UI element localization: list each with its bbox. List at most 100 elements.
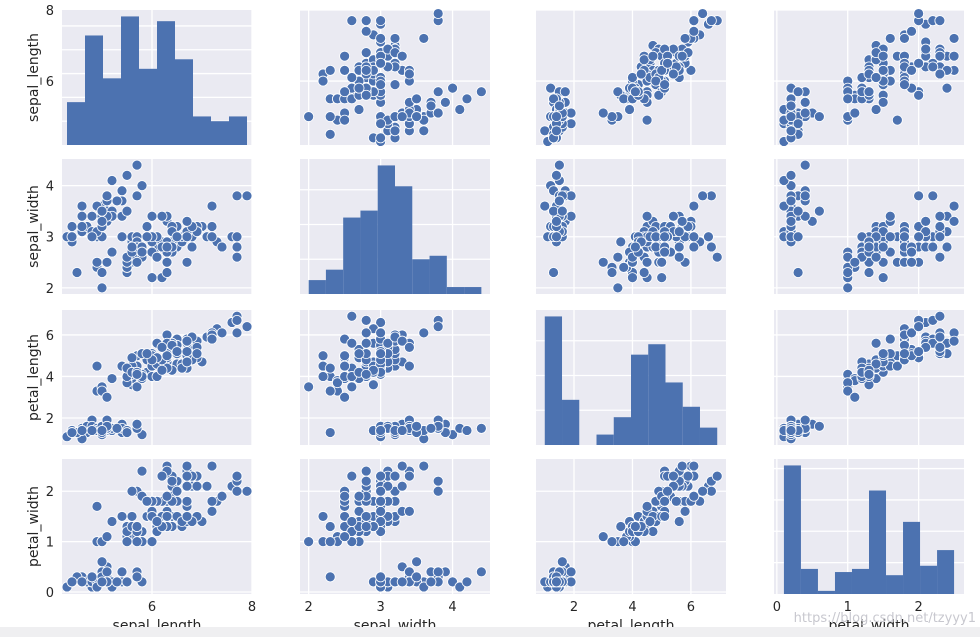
scatter-point bbox=[418, 327, 430, 339]
scatter-point bbox=[891, 360, 903, 372]
scatter-point bbox=[913, 321, 925, 333]
scatter-point bbox=[799, 96, 811, 108]
scatter-point bbox=[126, 511, 138, 522]
scatter-point bbox=[389, 79, 401, 91]
scatter-point bbox=[396, 111, 408, 122]
scatter-point bbox=[126, 241, 138, 253]
y-tick-label: 8 bbox=[46, 4, 54, 19]
y-tick-label: 6 bbox=[46, 329, 54, 344]
x-tick-label: 2 bbox=[304, 600, 312, 615]
scatter-point bbox=[870, 104, 882, 115]
scatter-point bbox=[899, 231, 910, 243]
scatter-point bbox=[161, 350, 173, 362]
scatter-point bbox=[849, 256, 861, 268]
scatter-point bbox=[870, 72, 882, 83]
scatter-point bbox=[131, 381, 143, 393]
scatter-point bbox=[785, 111, 797, 122]
histogram-bar bbox=[175, 59, 193, 145]
scatter-point bbox=[432, 86, 444, 98]
scatter-point bbox=[91, 500, 103, 512]
scatter-point bbox=[161, 256, 173, 268]
panel-petal_length-vs-petal_width bbox=[774, 310, 964, 445]
scatter-point bbox=[411, 111, 422, 122]
scatter-point bbox=[688, 460, 700, 472]
scatter-point bbox=[181, 511, 193, 522]
scatter-point bbox=[559, 86, 571, 98]
scatter-point bbox=[353, 104, 365, 115]
scatter-point bbox=[813, 111, 825, 122]
scatter-point bbox=[346, 470, 358, 482]
scatter-point bbox=[151, 516, 163, 527]
scatter-point bbox=[948, 215, 960, 227]
scatter-point bbox=[121, 169, 133, 181]
scatter-point bbox=[653, 89, 665, 101]
scatter-point bbox=[679, 33, 691, 44]
scatter-point bbox=[799, 107, 811, 119]
scatter-point bbox=[76, 221, 88, 232]
scatter-point bbox=[688, 231, 700, 243]
scatter-point bbox=[66, 221, 78, 232]
scatter-point bbox=[116, 511, 128, 522]
scatter-point bbox=[96, 425, 108, 436]
scatter-point bbox=[785, 215, 797, 227]
scatter-point bbox=[375, 79, 387, 91]
scatter-point bbox=[432, 485, 444, 497]
scatter-point bbox=[389, 470, 401, 482]
scatter-point bbox=[324, 571, 336, 583]
scatter-point bbox=[161, 490, 173, 502]
scatter-point bbox=[551, 111, 562, 122]
scatter-point bbox=[96, 215, 108, 227]
scatter-point bbox=[877, 272, 889, 284]
scatter-point bbox=[156, 341, 168, 353]
scatter-point bbox=[913, 57, 925, 69]
scatter-point bbox=[181, 470, 193, 482]
scatter-point bbox=[186, 241, 198, 253]
histogram-bar bbox=[920, 565, 938, 594]
scatter-point bbox=[206, 460, 218, 472]
scatter-point bbox=[934, 331, 946, 343]
scatter-point bbox=[656, 272, 668, 284]
scatter-point bbox=[551, 215, 562, 227]
panel-petal_length-vs-sepal_width bbox=[300, 310, 490, 445]
scatter-point bbox=[206, 505, 218, 517]
scatter-point bbox=[553, 159, 565, 171]
scatter-point bbox=[360, 327, 372, 339]
scatter-point bbox=[418, 33, 430, 44]
scatter-point bbox=[111, 195, 123, 207]
scatter-point bbox=[662, 57, 673, 69]
scatter-point bbox=[913, 89, 925, 101]
scatter-point bbox=[339, 114, 351, 126]
scatter-point bbox=[425, 576, 437, 588]
histogram-bar bbox=[325, 269, 344, 294]
scatter-point bbox=[877, 50, 889, 62]
scatter-point bbox=[360, 465, 372, 477]
scatter-point bbox=[597, 531, 609, 542]
scatter-point bbox=[375, 33, 387, 44]
scatter-point bbox=[697, 8, 709, 19]
scatter-point bbox=[877, 64, 889, 76]
scatter-point bbox=[171, 346, 183, 357]
scatter-point bbox=[231, 485, 243, 497]
scatter-point bbox=[425, 100, 437, 112]
panel-sepal_length-vs-petal_width bbox=[774, 8, 964, 147]
x-tick-label: 6 bbox=[148, 600, 156, 615]
scatter-point bbox=[799, 159, 811, 171]
scatter-point bbox=[324, 128, 336, 140]
scatter-point bbox=[920, 43, 932, 55]
scatter-point bbox=[411, 556, 422, 568]
scatter-point bbox=[676, 50, 688, 62]
scatter-point bbox=[181, 346, 193, 357]
histogram-bar bbox=[613, 417, 631, 445]
scatter-point bbox=[667, 210, 679, 222]
scatter-point bbox=[201, 480, 213, 492]
scatter-point bbox=[629, 521, 641, 532]
histogram-bar bbox=[395, 186, 413, 294]
y-tick-label: 1 bbox=[46, 536, 54, 551]
scatter-point bbox=[667, 68, 679, 80]
scatter-point bbox=[551, 231, 562, 243]
scatter-point bbox=[166, 475, 178, 487]
scatter-point bbox=[884, 231, 896, 243]
scatter-point bbox=[403, 505, 415, 517]
scatter-point bbox=[206, 221, 218, 232]
